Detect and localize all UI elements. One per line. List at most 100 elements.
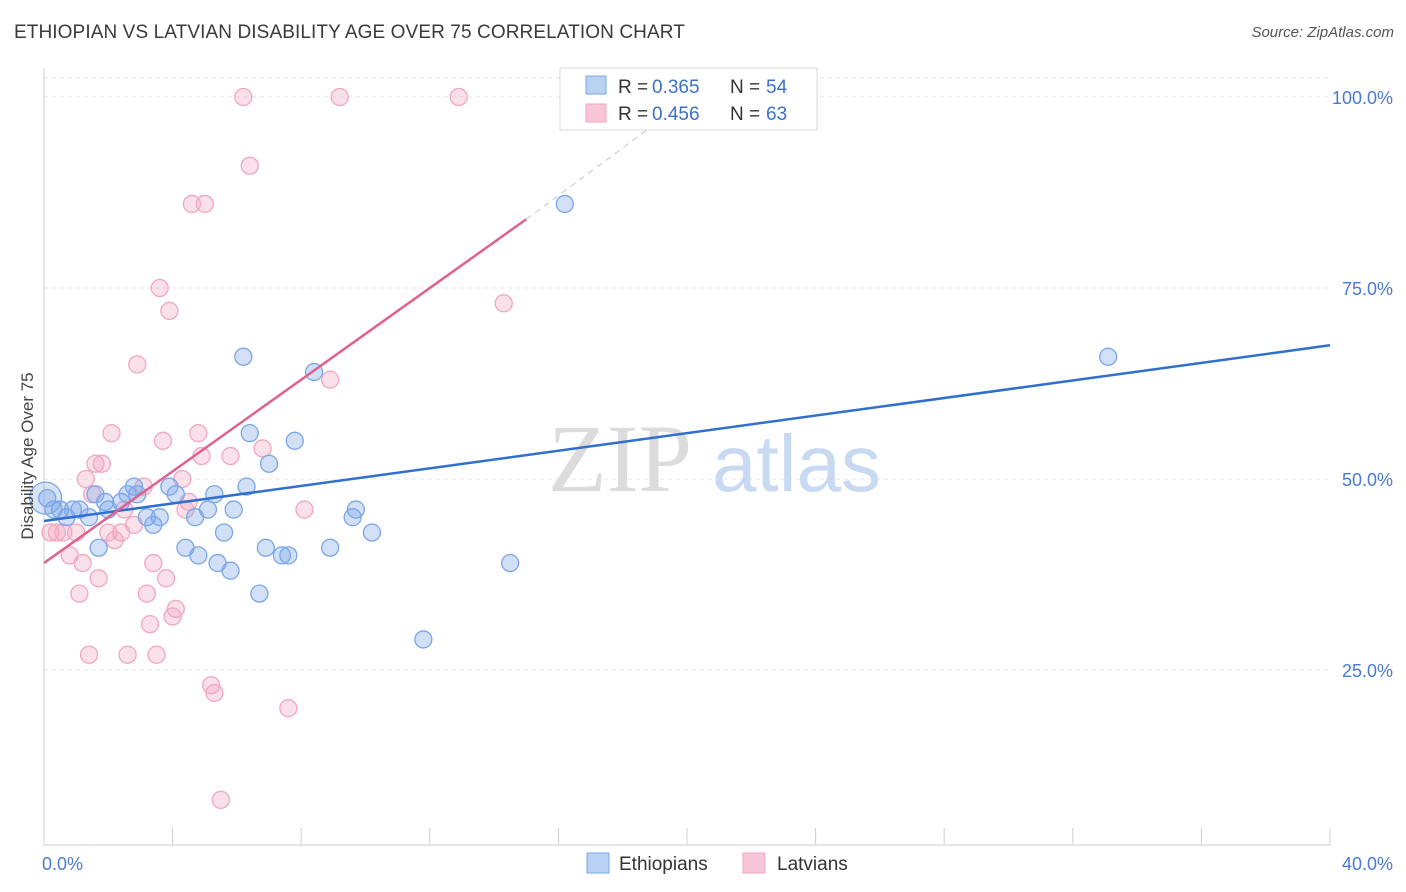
watermark-atlas: atlas	[712, 419, 881, 508]
latvians-point	[166, 599, 185, 619]
legend-r-value-ethiopians: 0.365	[652, 77, 700, 98]
latvians-trend-extension	[525, 111, 672, 220]
ethiopians-point	[346, 500, 366, 519]
ethiopians-point	[38, 488, 57, 508]
latvians-point	[234, 87, 253, 107]
latvians-point	[89, 569, 108, 588]
latvians-point	[320, 370, 340, 389]
latvians-point	[195, 194, 214, 214]
latvians-point	[147, 645, 166, 664]
legend-r-value-latvians: 0.456	[652, 104, 700, 125]
ethiopians-point	[89, 538, 108, 557]
ethiopians-point	[414, 630, 433, 649]
legend-r-label-2: R =	[618, 104, 648, 125]
series-swatch-latvians	[742, 852, 766, 874]
ethiopians-point	[224, 500, 243, 519]
latvians-point	[67, 523, 86, 542]
legend-n-label-2: N =	[730, 104, 760, 125]
ethiopians-point	[250, 584, 269, 603]
latvians-points	[41, 87, 513, 810]
latvians-point	[54, 523, 73, 542]
latvians-point	[118, 645, 137, 664]
latvians-point	[279, 699, 298, 718]
series-swatch-ethiopians	[586, 852, 610, 874]
latvians-point	[92, 454, 112, 473]
ethiopians-point	[79, 508, 99, 527]
latvians-point	[102, 424, 121, 443]
gridlines	[44, 77, 1330, 671]
ethiopians-point	[555, 194, 574, 214]
series-legend: Ethiopians Latvians	[586, 852, 848, 875]
ethiopians-point	[285, 431, 304, 450]
latvians-point	[160, 301, 179, 321]
ethiopians-point-cluster	[28, 481, 63, 515]
latvians-point	[144, 553, 163, 573]
ethiopians-point	[150, 508, 169, 527]
latvians-point	[137, 584, 157, 603]
latvians-point	[295, 500, 314, 519]
ethiopians-point	[259, 454, 279, 473]
latvians-point	[153, 431, 173, 450]
latvians-point	[253, 439, 272, 458]
latvians-point	[73, 553, 92, 573]
latvians-point	[76, 469, 95, 489]
ethiopians-point	[501, 553, 520, 573]
legend-swatch-latvians	[585, 103, 607, 123]
tick-labels: 25.0% 50.0% 75.0% 100.0% 0.0% 40.0%	[42, 88, 1393, 874]
legend-n-label-1: N =	[730, 77, 760, 98]
y-tick-label: 100.0%	[1332, 88, 1393, 108]
latvians-point	[150, 278, 169, 298]
ethiopians-point	[198, 500, 218, 519]
series-label-ethiopians: Ethiopians	[619, 854, 708, 875]
latvians-point	[182, 194, 202, 214]
x-tick-label-min: 0.0%	[42, 854, 83, 874]
source-label: Source: ZipAtlas.com	[1251, 24, 1394, 41]
latvians-point	[189, 424, 208, 443]
latvians-point	[140, 615, 160, 634]
latvians-point	[79, 645, 99, 664]
latvians-point	[240, 156, 259, 175]
legend-swatch-ethiopians	[585, 75, 607, 95]
latvians-point	[47, 523, 67, 542]
ethiopians-point	[240, 424, 259, 443]
latvians-point	[449, 87, 468, 107]
y-tick-label: 50.0%	[1342, 470, 1393, 490]
ethiopians-point	[221, 561, 240, 580]
ethiopians-point	[256, 538, 275, 557]
ethiopians-point	[320, 538, 340, 557]
latvians-point	[221, 446, 240, 466]
latvians-point	[128, 355, 147, 374]
ethiopians-point	[70, 500, 89, 519]
latvians-point	[494, 294, 513, 313]
correlation-legend: R = 0.365 N = 54 R = 0.456 N = 63	[559, 67, 818, 131]
ethiopians-point	[362, 523, 382, 542]
series-label-latvians: Latvians	[777, 854, 848, 875]
y-axis-label: Disability Age Over 75	[18, 372, 37, 539]
latvians-trend-line	[43, 218, 527, 565]
latvians-point	[211, 790, 230, 810]
watermark: ZIP atlas	[548, 405, 881, 512]
latvians-point	[330, 87, 349, 107]
legend-n-value-ethiopians: 54	[766, 77, 788, 98]
ethiopians-point	[189, 546, 208, 565]
chart-title: ETHIOPIAN VS LATVIAN DISABILITY AGE OVER…	[14, 22, 685, 43]
legend-r-label-1: R =	[618, 77, 648, 98]
ethiopians-point	[214, 523, 234, 542]
latvians-point	[86, 454, 105, 473]
ethiopians-point	[234, 347, 253, 366]
axes	[43, 68, 1331, 846]
latvians-point	[205, 683, 224, 703]
ethiopians-point	[205, 485, 224, 504]
latvians-point	[41, 523, 60, 542]
watermark-zip: ZIP	[548, 405, 692, 512]
ethiopians-point	[279, 546, 298, 565]
trend-lines	[43, 111, 1331, 565]
ethiopians-trend-line	[43, 344, 1331, 523]
ethiopians-points	[28, 194, 1118, 649]
latvians-point	[70, 584, 89, 603]
ethiopians-point	[86, 485, 105, 504]
y-tick-label: 25.0%	[1342, 661, 1393, 681]
x-tick-label-max: 40.0%	[1342, 854, 1393, 874]
ethiopians-point	[237, 477, 256, 496]
